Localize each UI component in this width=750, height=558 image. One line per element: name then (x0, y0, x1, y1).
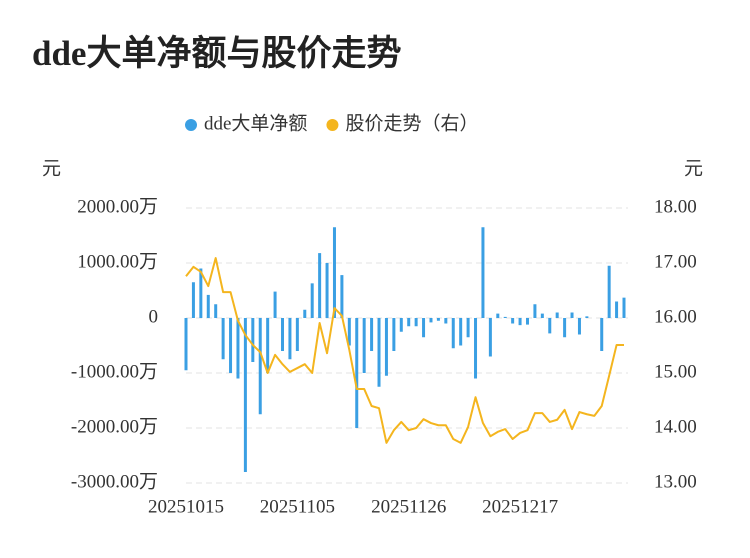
bar (310, 283, 314, 318)
y2-tick-label: 17.00 (654, 251, 697, 272)
bar (258, 318, 262, 415)
y2-tick-label: 14.00 (654, 416, 697, 437)
bar (229, 318, 233, 373)
bar (488, 318, 492, 357)
bar (407, 318, 411, 327)
bar (281, 318, 285, 351)
bar (214, 304, 218, 318)
y-tick-label: -2000.00万 (71, 416, 158, 437)
bar (422, 318, 426, 338)
legend-marker (185, 119, 197, 131)
y-tick-label: 2000.00万 (77, 196, 158, 217)
y2-tick-label: 16.00 (654, 306, 697, 327)
x-tick-label: 20251015 (148, 496, 224, 517)
chart-title: dde大单净额与股价走势 (32, 34, 401, 73)
legend-marker (326, 119, 339, 131)
bar (199, 268, 203, 318)
bar (459, 318, 463, 346)
bar (436, 318, 440, 321)
bar (273, 291, 277, 318)
bar (392, 318, 396, 351)
bar (340, 275, 344, 318)
bar (429, 318, 433, 323)
bar (347, 318, 351, 346)
bar (570, 312, 574, 318)
bar (251, 318, 255, 362)
bar (399, 318, 403, 332)
x-tick-label: 20251126 (371, 496, 446, 517)
y-tick-label: -1000.00万 (71, 361, 158, 382)
bar (600, 318, 604, 351)
y2-axis-label: 元 (684, 158, 703, 179)
legend-label: dde大单净额 (204, 112, 307, 134)
bar (525, 318, 529, 325)
price-line (185, 257, 624, 444)
y2-tick-label: 13.00 (654, 471, 697, 492)
bar (615, 301, 619, 318)
bar (518, 318, 522, 326)
bar (496, 313, 500, 318)
bar (451, 318, 455, 349)
x-tick-label: 20251217 (482, 496, 558, 517)
bar (607, 265, 611, 318)
bar (511, 318, 515, 324)
bar (362, 318, 366, 373)
legend-label: 股价走势（右） (345, 112, 478, 134)
bar (622, 297, 626, 318)
bar (355, 318, 359, 428)
bar (221, 318, 225, 360)
y2-tick-label: 18.00 (654, 196, 697, 217)
bar (481, 227, 485, 318)
y-tick-label: 1000.00万 (77, 251, 158, 272)
bar (377, 318, 381, 387)
bar (414, 318, 418, 327)
y-tick-label: -3000.00万 (71, 471, 158, 492)
bar (184, 318, 188, 371)
bar (288, 318, 292, 360)
bar (295, 318, 299, 351)
bar (548, 318, 552, 334)
bar (585, 316, 589, 318)
bar (266, 318, 270, 373)
bar (191, 282, 195, 318)
y-tick-label: 0 (149, 306, 159, 327)
bar (503, 316, 507, 318)
y-axis-label: 元 (42, 158, 61, 179)
bar (466, 318, 470, 338)
bar (303, 309, 307, 318)
bar (474, 318, 478, 379)
bar (444, 318, 448, 324)
bar (540, 313, 544, 318)
bar (533, 304, 537, 318)
bar (563, 318, 567, 338)
bar (577, 318, 581, 335)
bar (370, 318, 374, 351)
bar (236, 318, 240, 379)
bar (555, 312, 559, 318)
bar (325, 263, 329, 318)
bar (243, 318, 247, 472)
bar (206, 294, 210, 318)
bar (332, 227, 336, 318)
x-tick-label: 20251105 (260, 496, 335, 517)
y2-tick-label: 15.00 (654, 361, 697, 382)
bar (384, 318, 388, 376)
bar (318, 253, 322, 318)
